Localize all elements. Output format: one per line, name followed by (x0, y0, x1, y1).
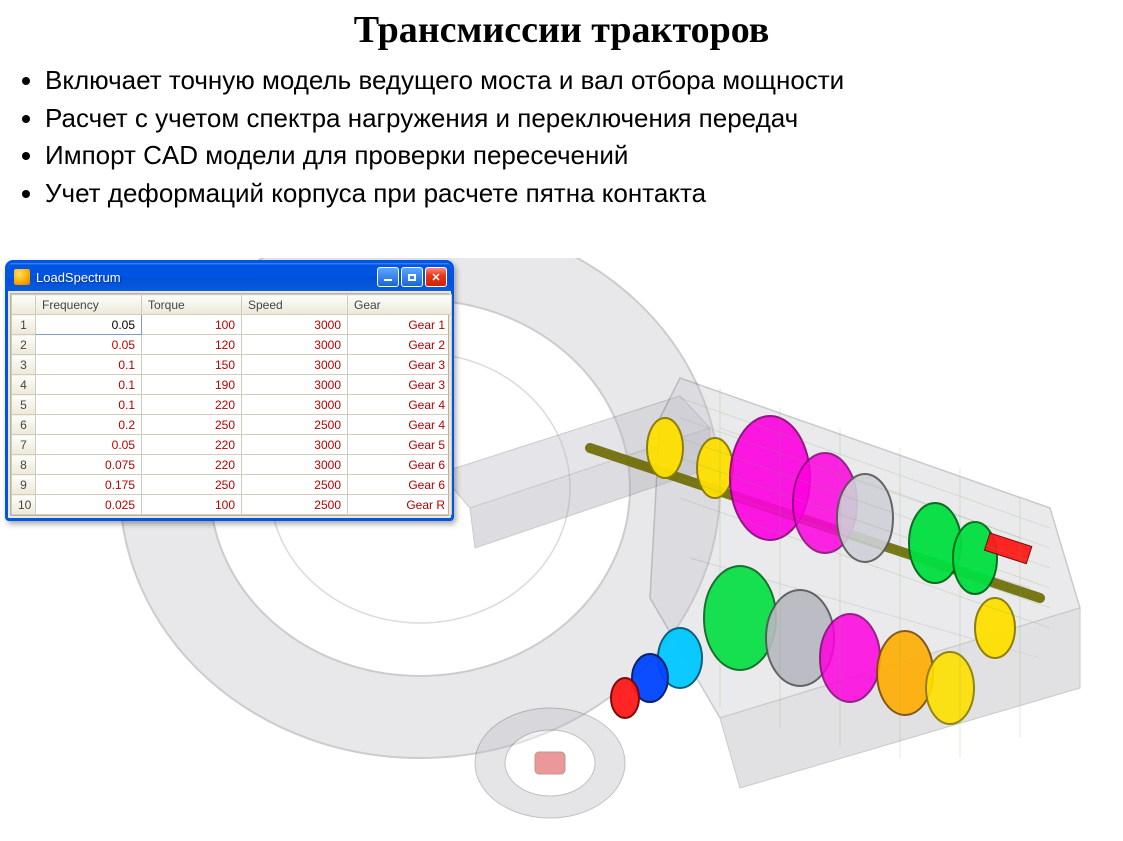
row-number: 4 (12, 375, 36, 395)
bullet-item: Импорт CAD модели для проверки пересечен… (45, 137, 1123, 175)
loadspectrum-window: LoadSpectrum ✕ Frequency Torque Speed Ge… (5, 260, 454, 521)
cell-frequency[interactable]: 0.2 (36, 415, 142, 435)
row-number: 3 (12, 355, 36, 375)
cell-speed[interactable]: 3000 (242, 395, 348, 415)
cell-speed[interactable]: 3000 (242, 355, 348, 375)
cell-torque[interactable]: 250 (142, 415, 242, 435)
cell-speed[interactable]: 3000 (242, 375, 348, 395)
grid-container: Frequency Torque Speed Gear 10.051003000… (10, 293, 449, 516)
cell-speed[interactable]: 3000 (242, 455, 348, 475)
cell-torque[interactable]: 250 (142, 475, 242, 495)
row-number: 8 (12, 455, 36, 475)
table-row[interactable]: 30.11503000Gear 3 (12, 355, 452, 375)
table-row[interactable]: 100.0251002500Gear R (12, 495, 452, 515)
cell-gear[interactable]: Gear 2 (348, 335, 452, 355)
row-number: 6 (12, 415, 36, 435)
table-row[interactable]: 70.052203000Gear 5 (12, 435, 452, 455)
table-row[interactable]: 80.0752203000Gear 6 (12, 455, 452, 475)
row-number: 1 (12, 315, 36, 335)
cell-gear[interactable]: Gear 1 (348, 315, 452, 335)
cell-torque[interactable]: 190 (142, 375, 242, 395)
table-row[interactable]: 60.22502500Gear 4 (12, 415, 452, 435)
bullet-list: Включает точную модель ведущего моста и … (0, 62, 1123, 213)
cell-frequency[interactable]: 0.175 (36, 475, 142, 495)
cell-torque[interactable]: 220 (142, 395, 242, 415)
table-row[interactable]: 40.11903000Gear 3 (12, 375, 452, 395)
loadspectrum-table[interactable]: Frequency Torque Speed Gear 10.051003000… (11, 294, 452, 515)
app-icon (14, 269, 30, 285)
cell-torque[interactable]: 120 (142, 335, 242, 355)
table-row[interactable]: 90.1752502500Gear 6 (12, 475, 452, 495)
cell-speed[interactable]: 2500 (242, 495, 348, 515)
cell-frequency[interactable]: 0.1 (36, 395, 142, 415)
cell-frequency[interactable]: 0.1 (36, 355, 142, 375)
cell-frequency[interactable]: 0.05 (36, 315, 142, 335)
cell-torque[interactable]: 100 (142, 495, 242, 515)
cell-frequency[interactable]: 0.05 (36, 435, 142, 455)
cell-gear[interactable]: Gear 6 (348, 475, 452, 495)
table-row[interactable]: 20.051203000Gear 2 (12, 335, 452, 355)
cell-frequency[interactable]: 0.075 (36, 455, 142, 475)
row-number: 9 (12, 475, 36, 495)
cell-speed[interactable]: 2500 (242, 475, 348, 495)
col-speed[interactable]: Speed (242, 295, 348, 315)
cell-gear[interactable]: Gear 5 (348, 435, 452, 455)
cell-gear[interactable]: Gear 4 (348, 415, 452, 435)
cell-gear[interactable]: Gear 3 (348, 355, 452, 375)
cell-torque[interactable]: 150 (142, 355, 242, 375)
table-row[interactable]: 10.051003000Gear 1 (12, 315, 452, 335)
table-row[interactable]: 50.12203000Gear 4 (12, 395, 452, 415)
row-number: 2 (12, 335, 36, 355)
cell-torque[interactable]: 220 (142, 455, 242, 475)
corner-cell (12, 295, 36, 315)
window-titlebar[interactable]: LoadSpectrum ✕ (8, 263, 451, 291)
bullet-item: Учет деформаций корпуса при расчете пятн… (45, 175, 1123, 213)
cell-gear[interactable]: Gear 3 (348, 375, 452, 395)
cell-gear[interactable]: Gear R (348, 495, 452, 515)
minimize-button[interactable] (377, 267, 399, 287)
cell-frequency[interactable]: 0.1 (36, 375, 142, 395)
cell-speed[interactable]: 2500 (242, 415, 348, 435)
row-number: 7 (12, 435, 36, 455)
cell-speed[interactable]: 3000 (242, 335, 348, 355)
cell-torque[interactable]: 100 (142, 315, 242, 335)
bullet-item: Включает точную модель ведущего моста и … (45, 62, 1123, 100)
cell-frequency[interactable]: 0.025 (36, 495, 142, 515)
cell-frequency[interactable]: 0.05 (36, 335, 142, 355)
close-button[interactable]: ✕ (425, 267, 447, 287)
cell-torque[interactable]: 220 (142, 435, 242, 455)
bullet-item: Расчет с учетом спектра нагружения и пер… (45, 100, 1123, 138)
cell-speed[interactable]: 3000 (242, 315, 348, 335)
page-title: Трансмиссии тракторов (0, 8, 1123, 52)
col-torque[interactable]: Torque (142, 295, 242, 315)
table-header-row: Frequency Torque Speed Gear (12, 295, 452, 315)
col-frequency[interactable]: Frequency (36, 295, 142, 315)
row-number: 5 (12, 395, 36, 415)
window-title: LoadSpectrum (36, 270, 377, 285)
col-gear[interactable]: Gear (348, 295, 452, 315)
maximize-button[interactable] (401, 267, 423, 287)
row-number: 10 (12, 495, 36, 515)
cell-gear[interactable]: Gear 4 (348, 395, 452, 415)
cell-speed[interactable]: 3000 (242, 435, 348, 455)
cell-gear[interactable]: Gear 6 (348, 455, 452, 475)
